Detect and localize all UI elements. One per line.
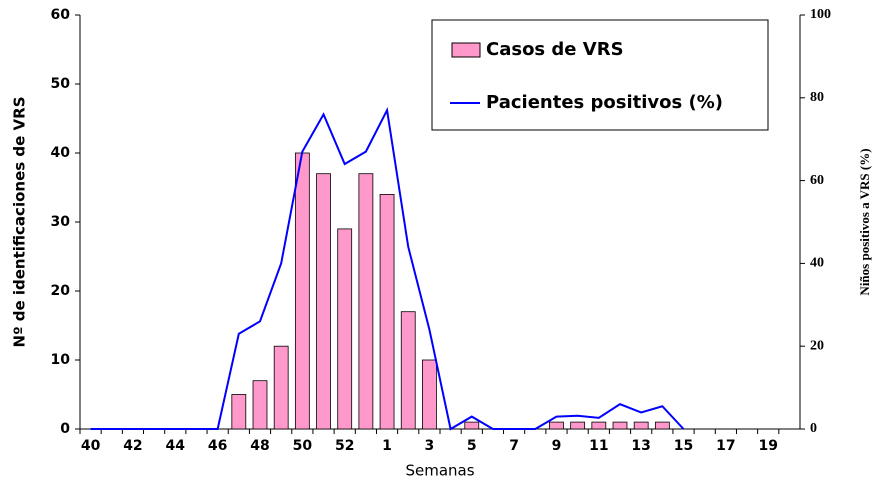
bar xyxy=(252,380,268,430)
y-tick-label: 10 xyxy=(51,352,71,368)
y-tick-label: 30 xyxy=(51,214,71,230)
legend-box xyxy=(431,19,769,131)
x-tick-label: 1 xyxy=(382,438,392,454)
y-tick-label: 40 xyxy=(51,145,71,161)
bar xyxy=(612,421,628,430)
y2-axis-label: Niños positivos a VRS (%) xyxy=(857,148,872,295)
y2-tick-label: 80 xyxy=(810,90,824,105)
x-tick-label: 46 xyxy=(208,438,227,454)
bar xyxy=(294,152,310,430)
bar xyxy=(549,421,564,430)
x-axis-label: Semanas xyxy=(405,462,474,480)
x-tick-label: 48 xyxy=(250,438,269,454)
x-tick-label: 17 xyxy=(716,438,735,454)
legend-swatch xyxy=(451,42,481,58)
y2-tick-label: 40 xyxy=(810,256,824,271)
bar xyxy=(337,228,353,430)
y-tick-label: 0 xyxy=(60,421,70,437)
bar xyxy=(273,345,289,430)
legend-label: Pacientes positivos (%) xyxy=(486,92,723,113)
y-axis-label: Nº de identificaciones de VRS xyxy=(11,97,29,348)
bar xyxy=(464,421,480,430)
x-tick-label: 7 xyxy=(509,438,519,454)
y-tick-label: 60 xyxy=(51,7,71,23)
y2-tick-label: 100 xyxy=(810,7,831,22)
line xyxy=(90,107,685,431)
bar xyxy=(358,173,374,430)
x-tick-label: 13 xyxy=(631,438,650,454)
x-tick-label: 50 xyxy=(293,438,313,454)
y-tick-label: 50 xyxy=(51,76,71,92)
x-tick-label: 40 xyxy=(81,438,101,454)
x-tick-label: 42 xyxy=(123,438,142,454)
bar xyxy=(400,311,416,430)
bar xyxy=(379,193,395,430)
y2-tick-label: 0 xyxy=(810,421,817,436)
x-tick-label: 19 xyxy=(758,438,777,454)
bar xyxy=(654,421,670,430)
bar xyxy=(591,421,607,430)
bar xyxy=(633,421,649,430)
legend-label: Casos de VRS xyxy=(486,39,624,60)
x-tick-label: 11 xyxy=(589,438,608,454)
x-tick-label: 15 xyxy=(674,438,693,454)
x-tick-label: 5 xyxy=(467,438,477,454)
bar xyxy=(231,394,247,430)
y2-tick-label: 60 xyxy=(810,173,824,188)
x-tick-label: 9 xyxy=(552,438,562,454)
x-tick-label: 3 xyxy=(425,438,435,454)
bar xyxy=(316,173,331,430)
y2-tick-label: 20 xyxy=(810,338,824,353)
bar xyxy=(570,421,586,430)
x-tick-label: 44 xyxy=(166,438,186,454)
bar xyxy=(422,359,437,430)
x-tick-label: 52 xyxy=(335,438,354,454)
y-tick-label: 20 xyxy=(51,283,71,299)
